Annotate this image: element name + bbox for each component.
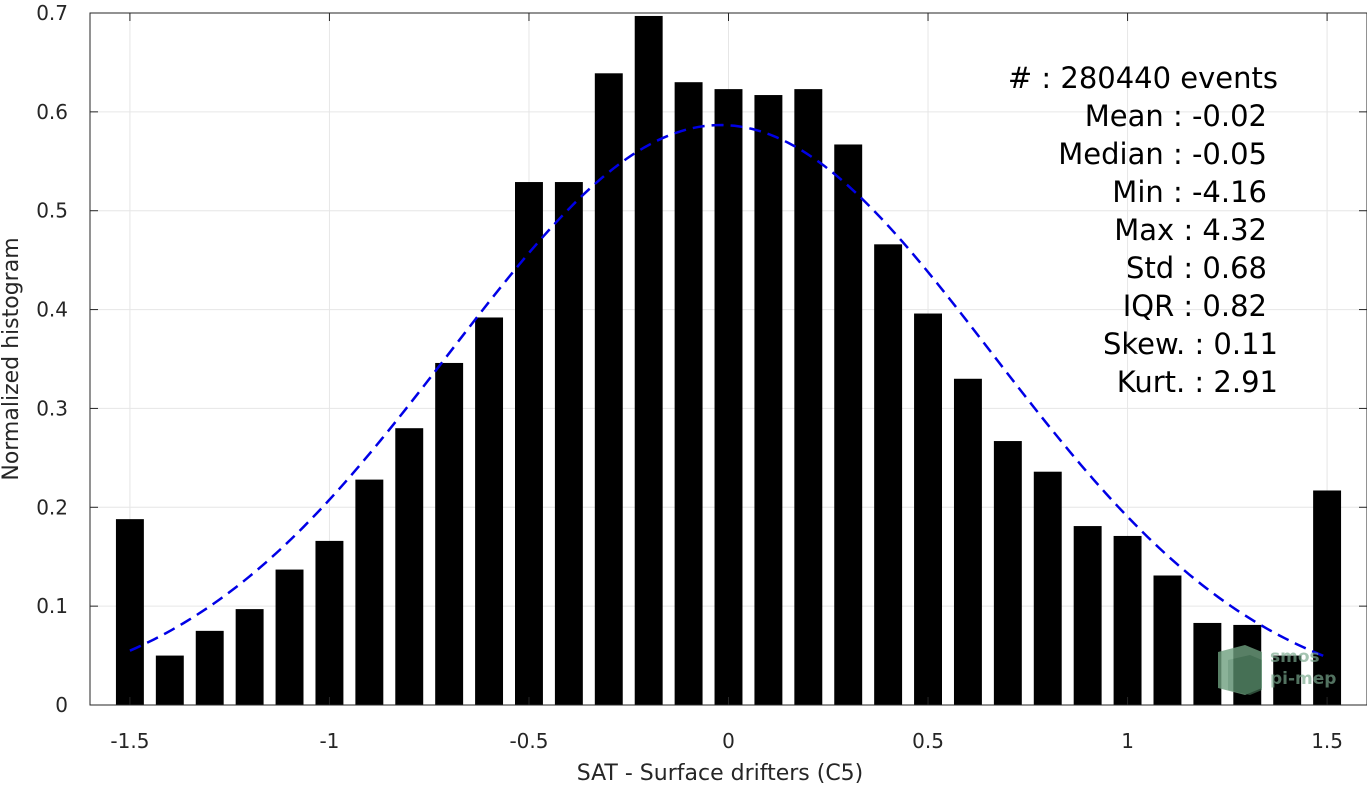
histogram-bar [1313,490,1342,705]
stat-std: Std : 0.68 [1126,251,1267,285]
gaussian-fit-curve [129,123,1328,659]
x-axis-label: SAT - Surface drifters (C5) [577,761,864,785]
histogram-bar [634,15,663,706]
stat-events: # : 280440 events [1008,61,1278,95]
histogram-bar [834,144,863,706]
y-tick-label: 0 [55,693,68,717]
histogram-bar [1113,535,1142,705]
y-tick-labels: 0 0.1 0.2 0.3 0.4 0.5 0.6 0.7 [36,1,68,717]
y-tick-label: 0.1 [36,594,68,618]
bars [115,15,1342,706]
histogram-bar [515,182,543,705]
x-tick-label: 1.5 [1311,729,1343,753]
x-tick-label: -1 [319,729,339,753]
histogram-bar [315,540,344,705]
x-tick-label: -0.5 [509,729,548,753]
histogram-bar [1273,655,1302,705]
histogram-bar [993,441,1022,705]
stat-mean: Mean : -0.02 [1085,99,1267,133]
y-tick-label: 0.2 [36,495,68,519]
histogram-bar [435,362,464,705]
smos-pimep-logo: smos pi-mep [1218,645,1336,695]
y-tick-label: 0.4 [36,298,68,322]
stat-min: Min : -4.16 [1112,175,1267,209]
stat-max: Max : 4.32 [1114,213,1267,247]
x-tick-label: -1.5 [110,729,149,753]
histogram-bar [1193,622,1222,705]
y-tick-label: 0.7 [36,1,68,25]
histogram-bar [195,630,224,705]
stat-skew: Skew. : 0.11 [1103,327,1278,361]
y-tick-label: 0.3 [36,396,68,420]
svg-text:smos: smos [1270,647,1320,667]
histogram-bar [235,609,264,705]
histogram-bar [1073,526,1102,705]
x-tick-labels: -1.5 -1 -0.5 0 0.5 1 1.5 [110,729,1343,753]
histogram-bar [794,89,823,706]
y-axis-label: Normalized histogram [0,237,24,480]
stat-median: Median : -0.05 [1058,137,1267,171]
histogram-bar [674,82,703,705]
histogram-bar [395,428,424,705]
histogram-bar [475,317,504,705]
histogram-bar [914,313,942,705]
histogram-bar [874,244,903,705]
svg-text:pi-mep: pi-mep [1270,669,1336,689]
axis-ticks [90,12,1367,706]
stat-iqr: IQR : 0.82 [1123,289,1267,323]
histogram-bar [554,182,583,705]
histogram-bar [1033,471,1062,705]
histogram-bar [594,73,623,705]
histogram-bar [1153,575,1182,705]
histogram-bar [275,569,304,705]
y-tick-label: 0.5 [36,199,68,223]
histogram-bar [115,519,144,705]
histogram-bar [714,89,743,706]
y-tick-label: 0.6 [36,100,68,124]
x-tick-label: 0.5 [912,729,944,753]
statistics-annotation: # : 280440 events Mean : -0.02 Median : … [1008,61,1278,399]
x-tick-label: 1 [1121,729,1134,753]
x-tick-label: 0 [722,729,735,753]
histogram-bar [355,479,384,705]
histogram-bar [155,655,184,705]
histogram-bar [953,378,982,705]
stat-kurt: Kurt. : 2.91 [1117,365,1278,399]
histogram-bar [754,95,783,705]
